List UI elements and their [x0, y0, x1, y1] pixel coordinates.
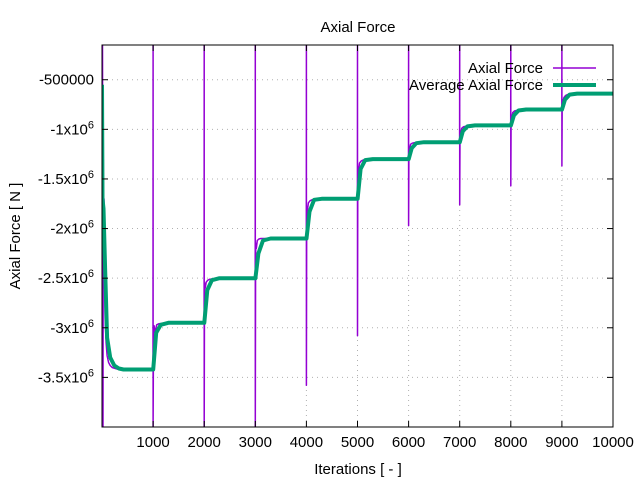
x-tick-label: 6000 [392, 434, 425, 451]
x-tick-label: 10000 [592, 434, 634, 451]
y-tick-label-base: -2.5x10 [38, 270, 88, 287]
x-tick-label: 3000 [239, 434, 272, 451]
x-tick-label: 8000 [494, 434, 527, 451]
y-tick-label-exponent: 6 [88, 219, 94, 231]
y-tick-label: -500000 [39, 72, 94, 89]
y-tick-label: -1.5x106 [38, 169, 94, 188]
x-tick-label: 9000 [545, 434, 578, 451]
series-line-axial-force [102, 45, 613, 427]
y-tick-label-exponent: 6 [88, 367, 94, 379]
x-tick-labels: 1000 2000 3000 4000 5000 6000 7000 8000 9000 1000… [136, 434, 633, 451]
axis-ticks [102, 45, 614, 427]
x-tick-label: 7000 [443, 434, 476, 451]
y-tick-labels: -500000-1x106-1.5x106-2x106-2.5x106-3x10… [38, 72, 94, 387]
x-tick-label: 5000 [341, 434, 374, 451]
x-tick-label: 1000 [136, 434, 169, 451]
y-tick-label-exponent: 6 [88, 318, 94, 330]
y-tick-label-base: -2x10 [50, 221, 88, 238]
y-tick-label-base: -1x10 [50, 121, 88, 138]
y-tick-label: -2.5x106 [38, 268, 94, 287]
y-tick-label-exponent: 6 [88, 119, 94, 131]
y-axis-title: Axial Force [ N ] [7, 183, 24, 290]
x-axis-title: Iterations [ - ] [314, 461, 402, 478]
y-tick-label-base: -500000 [39, 72, 94, 89]
chart-title: Axial Force [320, 19, 395, 36]
series-layer [102, 45, 613, 427]
y-tick-label: -3x106 [50, 318, 94, 337]
y-tick-label-exponent: 6 [88, 268, 94, 280]
y-tick-label-base: -1.5x10 [38, 171, 88, 188]
y-tick-label-exponent: 6 [88, 169, 94, 181]
y-tick-label: -3.5x106 [38, 367, 94, 386]
legend-label-average-axial-force: Average Axial Force [409, 77, 543, 94]
series-line-average-axial-force [102, 84, 613, 372]
legend: Axial Force Average Axial Force [409, 60, 596, 94]
x-tick-label: 4000 [290, 434, 323, 451]
y-tick-label: -2x106 [50, 219, 94, 238]
y-tick-label-base: -3.5x10 [38, 369, 88, 386]
y-tick-label-base: -3x10 [50, 320, 88, 337]
legend-label-axial-force: Axial Force [468, 60, 543, 77]
x-tick-label: 2000 [188, 434, 221, 451]
y-tick-label: -1x106 [50, 119, 94, 138]
